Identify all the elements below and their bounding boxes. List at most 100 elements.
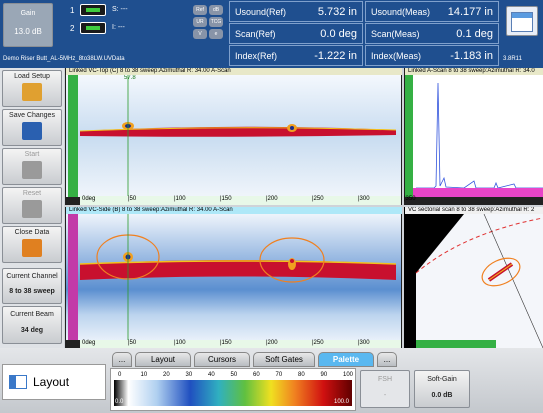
mode-button[interactable]: TCG [209,17,223,27]
current-beam[interactable]: Current Beam 34 deg [2,306,62,344]
sidebar-icon [22,83,42,101]
fsh-label: FSH [378,376,392,383]
panel-title: Layout [33,375,70,389]
view-title: Linked VC-Side (B) 8 to 38 sweep:Azimuth… [66,207,402,214]
sidebar-label: Load Setup [14,73,50,80]
reading: Usound(Meas) 14.177 in [365,1,499,22]
current-channel[interactable]: Current Channel 8 to 38 sweep [2,268,62,304]
sidebar-button[interactable]: Load Setup [2,70,62,107]
mode-button[interactable]: e [209,29,223,39]
palette-tick-label: 20 [163,372,170,378]
palette-min: 0.0 [115,399,124,405]
channel-number: 1 [70,6,75,15]
palette-tick-label: 80 [298,372,305,378]
scan-axis-label: |100 [174,340,186,346]
scan-axis-label: |50 [128,340,137,346]
palette-tick-label: 90 [320,372,328,378]
sidebar-button[interactable]: Start [2,148,62,185]
cursor-label: 57.8 [124,75,136,81]
reading-value: 0.0 deg [320,27,357,40]
scan-axis-label: |200 [266,196,278,202]
sidebar-label: Save Changes [9,112,55,119]
scan-axis-label: 0deg [82,340,96,346]
view-title: Linked VC-Top (C) 8 to 38 sweep:Azimutha… [66,68,402,75]
palette-tick-label: 70 [275,372,283,378]
soft-gain-label: Soft-Gain [427,376,457,383]
reading-value: 0.1 deg [456,27,493,40]
current-beam-label: Current Beam [10,311,54,318]
reading: Scan(Meas) 0.1 deg [365,23,499,44]
scan-axis-label: 0deg [82,196,96,202]
reading-label: Usound(Ref) [235,6,287,17]
fsh-value: - [383,392,387,399]
scan-axis-label: |200 [266,340,278,346]
scan-axis-label: |300 [358,196,370,202]
palette-tick-label: 30 [185,372,193,378]
palette-tick-label: 100 [343,372,354,378]
palette-tick-label: 40 [208,372,215,378]
channel-text: I: --- [112,24,125,31]
tab[interactable]: ... [112,352,132,367]
reading-label: Index(Meas) [371,50,422,61]
scan-axis-label: |100 [174,196,186,202]
scan-axis-label: |250 [312,340,324,346]
tab[interactable]: Layout [135,352,191,367]
sidebar-label: Close Data [14,229,50,236]
reading-label: Index(Ref) [235,50,278,61]
current-channel-value: 8 to 38 sweep [9,288,55,295]
palette-tick-label: 10 [140,372,148,378]
gain-label: Gain [20,10,36,17]
reading: Scan(Ref) 0.0 deg [229,23,363,44]
mode-button[interactable]: Ref [193,5,207,15]
soft-gain-button[interactable]: Soft-Gain 0.0 dB [414,370,470,408]
channel-text: S: --- [112,6,128,13]
channel-plug-tip [86,8,100,12]
gain-value: 13.0 dB [14,27,42,36]
mode-button[interactable]: V [193,29,207,39]
current-beam-value: 34 deg [20,327,44,334]
reading-value: -1.222 in [314,49,357,62]
sidebar-icon [22,200,42,218]
palette-tick-label: 0 [118,372,122,378]
soft-gain-value: 0.0 dB [431,392,453,399]
reading-label: Scan(Meas) [371,28,420,39]
palette-gradient [114,380,352,406]
sidebar-icon [22,122,42,140]
fsh-button[interactable]: FSH - [360,370,410,408]
scan-axis-label: |150 [220,196,232,202]
version: 3.8R11 [503,56,522,62]
reading-value: -1.183 in [450,49,493,62]
reading: Index(Meas) -1.183 in [365,45,499,66]
sidebar-button[interactable]: Close Data [2,226,62,263]
tab[interactable]: ... [377,352,397,367]
sidebar-button[interactable]: Reset [2,187,62,224]
tab[interactable]: Palette [318,352,374,367]
scan-axis-label: |300 [358,340,370,346]
tab[interactable]: Cursors [194,352,250,367]
window-icon[interactable] [506,6,538,36]
scan-axis-label: |150 [220,340,232,346]
scan-axis-label: |250 [312,196,324,202]
view-title: Linked A-Scan 8 to 38 sweep:Azimuthal R:… [405,68,543,75]
mode-button[interactable]: UR [193,17,207,27]
reading: Usound(Ref) 5.732 in [229,1,363,22]
reading-label: Scan(Ref) [235,28,276,39]
tab[interactable]: Soft Gates [253,352,315,367]
view-title: VC sectorial scan 8 to 38 sweep:Azimutha… [405,207,543,214]
sidebar-icon [22,161,42,179]
mode-button[interactable]: dB [209,5,223,15]
scan-axis-label: |350 [404,340,416,346]
palette-max: 100.0 [334,399,350,405]
sidebar-button[interactable]: Save Changes [2,109,62,146]
gain-box[interactable]: Gain 13.0 dB [3,3,53,47]
sidebar-label: Reset [22,190,42,197]
file-name: Demo Riser Butt_AL-5MHz_8to38LW.UVData [3,56,125,62]
current-channel-label: Current Channel [6,273,58,280]
channel-number: 2 [70,24,75,33]
sidebar-icon [22,239,42,257]
channel-plug-tip [86,26,100,30]
reading-label: Usound(Meas) [371,6,431,17]
reading-value: 5.732 in [317,5,357,18]
panel-title-box: Layout [2,364,106,400]
